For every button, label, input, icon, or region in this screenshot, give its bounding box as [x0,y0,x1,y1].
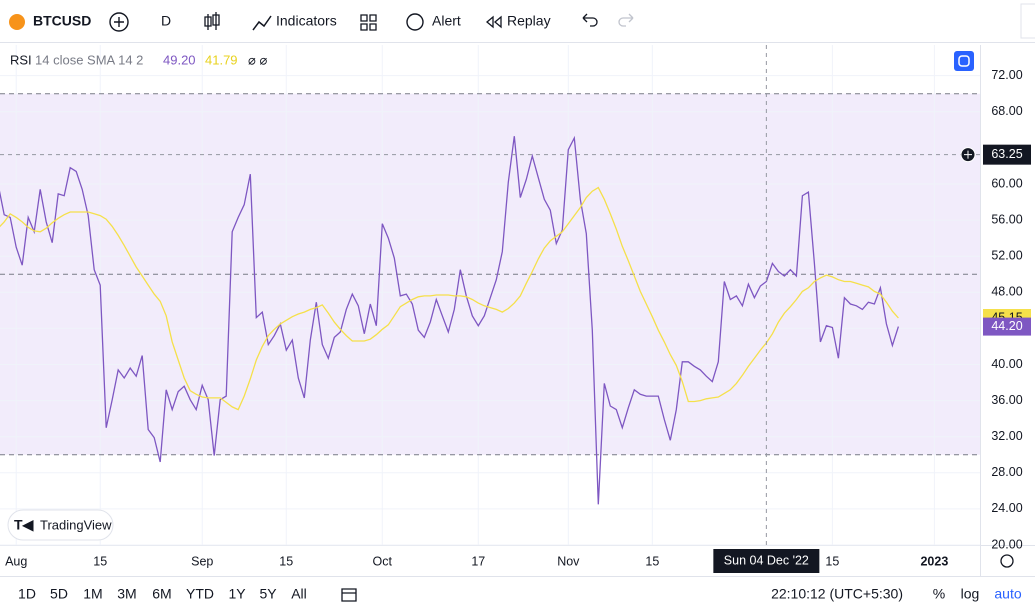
symbol-icon[interactable] [9,14,25,30]
y-tick-label: 68.00 [991,104,1022,118]
range-button[interactable]: 1M [83,586,102,602]
compare-icon [114,17,124,27]
plot: 20.0024.0028.0032.0036.0040.0044.0048.00… [0,45,1023,568]
toolbar [0,0,1035,42]
x-tick-label: 15 [93,554,107,568]
legend-icon: ⌀ ⌀ [248,52,267,67]
layouts-button[interactable] [360,14,377,31]
settings-button[interactable] [954,51,974,71]
scale-option[interactable]: % [933,586,945,602]
x-tick-label: 17 [471,554,485,568]
y-tick-label: 24.00 [991,501,1022,515]
crosshair-add-icon [964,150,972,159]
crosshair-x-label: Sun 04 Dec '22 [724,553,809,567]
legend-params: 14 close SMA 14 2 [35,52,143,67]
redo-button[interactable] [618,13,634,27]
legend-title: RSI [10,52,32,67]
y-tick-label: 60.00 [991,176,1022,190]
alert-button[interactable]: Alert [432,13,461,29]
y-tick-label: 36.00 [991,393,1022,407]
y-tick-label: 32.00 [991,429,1022,443]
replay-button[interactable]: Replay [507,13,551,29]
y-tick-label: 40.00 [991,357,1022,371]
indicators-icon [252,15,272,31]
x-tick-label: Nov [557,554,580,568]
bottom-bar: 1D 5D 1M 3M 6M YTD 1Y 5Y All 22:10:12 (UTC+5:30)%… [18,586,1022,602]
watermark-badge[interactable] [7,509,114,541]
watermark: TradingView [40,517,112,532]
range-button[interactable]: 1Y [228,586,246,602]
range-button[interactable]: 5Y [259,586,277,602]
overlay: RSI 14 close SMA 14 2 49.20 41.79 ⌀ ⌀ T◀… [0,45,1031,573]
x-tick-label: Oct [373,554,393,568]
rsi-line [0,186,899,411]
clock: 22:10:12 (UTC+5:30) [771,586,903,602]
compare-button[interactable] [109,12,129,32]
chart-type-button[interactable] [204,12,220,30]
crosshair-y-badge [983,144,1031,165]
y-tick-label: 20.00 [991,537,1022,551]
scale-option[interactable]: log [961,586,980,602]
symbol[interactable]: BTCUSD [33,13,91,29]
interval[interactable]: D [161,13,171,29]
y-tick-label: 56.00 [991,212,1022,226]
x-tick-label: 15 [825,554,839,568]
side-panel [1020,3,1035,39]
x-tick-label: Sep [191,554,213,568]
scale-option[interactable]: auto [994,586,1021,602]
price-label: 44.20 [991,319,1022,333]
date-range-button[interactable] [341,588,357,602]
range-button[interactable]: 3M [117,586,136,602]
alert-icon [406,13,424,31]
undo-button[interactable] [582,13,598,27]
y-tick-label: 72.00 [991,68,1022,82]
settings-icon [958,55,970,67]
y-tick-label: 48.00 [991,285,1022,299]
replay-icon [485,15,502,29]
range-button[interactable]: 1D [18,586,36,602]
range-button[interactable]: 6M [152,586,171,602]
crosshair-x-badge [713,549,820,573]
x-tick-label: 15 [279,554,293,568]
rsi-line [0,135,900,505]
indicators-button[interactable]: Indicators [276,13,337,29]
y-tick-label: 52.00 [991,248,1022,262]
x-tick-label: Aug [5,554,27,568]
crosshair-y-label: 63.25 [991,147,1022,161]
y-tick-label: 28.00 [991,465,1022,479]
x-tick-label: 2023 [920,554,948,568]
x-tick-label: 15 [645,554,659,568]
axis-settings[interactable] [1000,554,1014,568]
range-button[interactable]: All [291,586,307,602]
legend-value: 41.79 [205,52,238,67]
range-button[interactable]: 5D [50,586,68,602]
range-button[interactable]: YTD [186,586,214,602]
watermark-logo: T◀ [14,517,34,533]
legend-value: 49.20 [163,52,196,67]
price-badge [983,317,1031,336]
